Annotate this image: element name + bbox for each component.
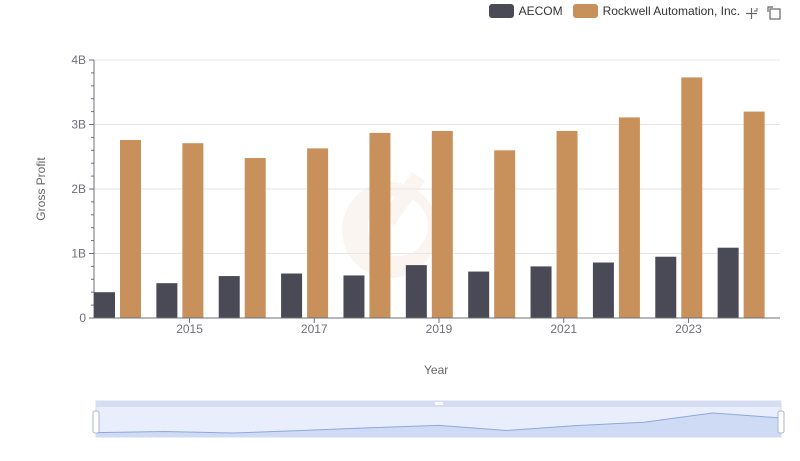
bar-aecom-2016 [218,276,240,318]
bar-rockwell-2023 [681,77,703,318]
bar-rockwell-2024 [743,111,765,318]
slider-preview-area [96,413,781,437]
y-tick-label: 2B [71,182,86,196]
legend: AECOM Rockwell Automation, Inc. [479,4,740,18]
bar-rockwell-2020 [494,150,516,318]
slider-preview-line [95,412,782,434]
legend-swatch-rockwell [572,4,598,18]
bar-rockwell-2021 [556,130,578,318]
bar-aecom-2023 [655,256,677,318]
bar-rockwell-2017 [307,148,329,318]
bar-aecom-2017 [281,273,303,318]
x-tick-label: 2023 [675,322,702,336]
x-axis-title: Year [424,363,449,377]
y-axis: 0 1B 2B 3B 4B [71,53,95,325]
bar-aecom-2024 [717,247,739,318]
bar-aecom-2019 [405,265,427,318]
bar-rockwell-2014 [120,139,141,318]
legend-label-rockwell: Rockwell Automation, Inc. [602,4,740,18]
bar-rockwell-2022 [618,117,640,318]
y-tick-label: 1B [71,247,86,261]
bars [94,77,765,318]
x-tick-label: 2017 [301,322,328,336]
legend-item-aecom[interactable]: AECOM [488,4,563,18]
data-zoom-slider[interactable] [92,400,785,438]
bar-rockwell-2016 [244,158,266,318]
bar-aecom-2022 [592,262,614,318]
legend-label-aecom: AECOM [518,4,563,18]
restore-icon[interactable] [767,6,782,21]
x-tick-label: 2021 [550,322,577,336]
x-tick-label: 2015 [176,322,203,336]
y-tick-label: 0 [79,311,86,325]
slider-handle-right[interactable] [777,410,785,434]
bar-rockwell-2019 [431,130,453,318]
bar-rockwell-2018 [369,132,391,318]
bar-aecom-2021 [530,266,552,318]
bar-rockwell-2015 [182,143,204,318]
bar-aecom-2020 [468,271,490,318]
legend-item-rockwell[interactable]: Rockwell Automation, Inc. [572,4,740,18]
y-tick-label: 4B [71,53,86,67]
bar-aecom-2014 [94,292,115,318]
slider-move-handle[interactable] [435,402,443,405]
slider-handle-left[interactable] [92,410,100,434]
y-axis-title: Gross Profit [34,157,48,221]
bar-aecom-2018 [343,275,365,318]
zoom-icon[interactable] [744,6,759,21]
toolbox [736,6,782,21]
legend-swatch-aecom [488,4,514,18]
bar-aecom-2015 [156,283,178,318]
x-tick-label: 2019 [426,322,453,336]
y-tick-label: 3B [71,118,86,132]
x-axis: 2015 2017 2019 2021 2023 [94,317,780,336]
